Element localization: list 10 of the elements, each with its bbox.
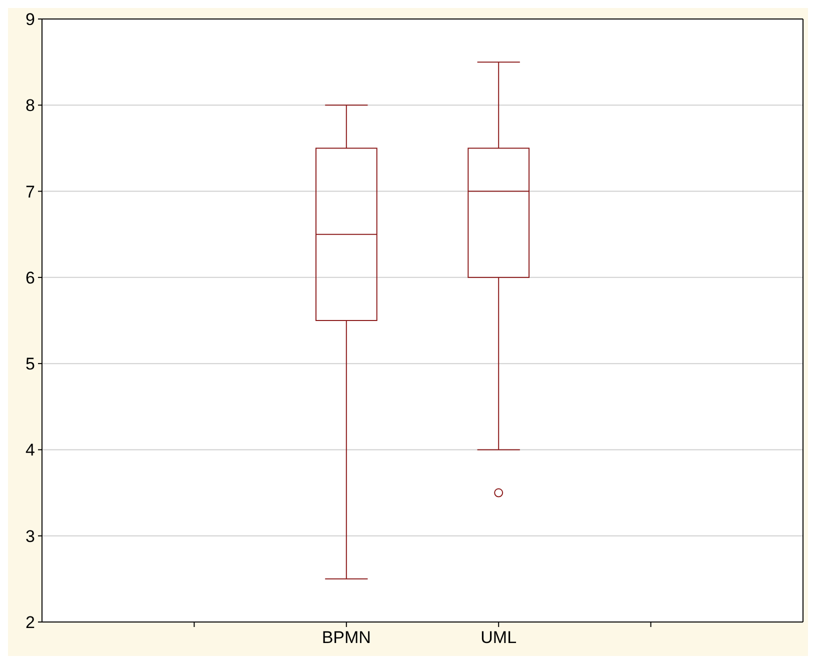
y-tick-label: 7 [26,182,35,202]
y-tick-label: 6 [26,268,35,288]
y-tick-label: 9 [26,10,35,30]
y-tick-label: 8 [26,96,35,116]
y-tick-label: 5 [26,354,35,374]
y-tick-label: 4 [26,440,35,460]
x-tick-label: UML [480,628,517,648]
y-tick-label: 3 [26,526,35,546]
x-tick-label: BPMN [322,628,371,648]
y-tick-label: 2 [26,613,35,632]
